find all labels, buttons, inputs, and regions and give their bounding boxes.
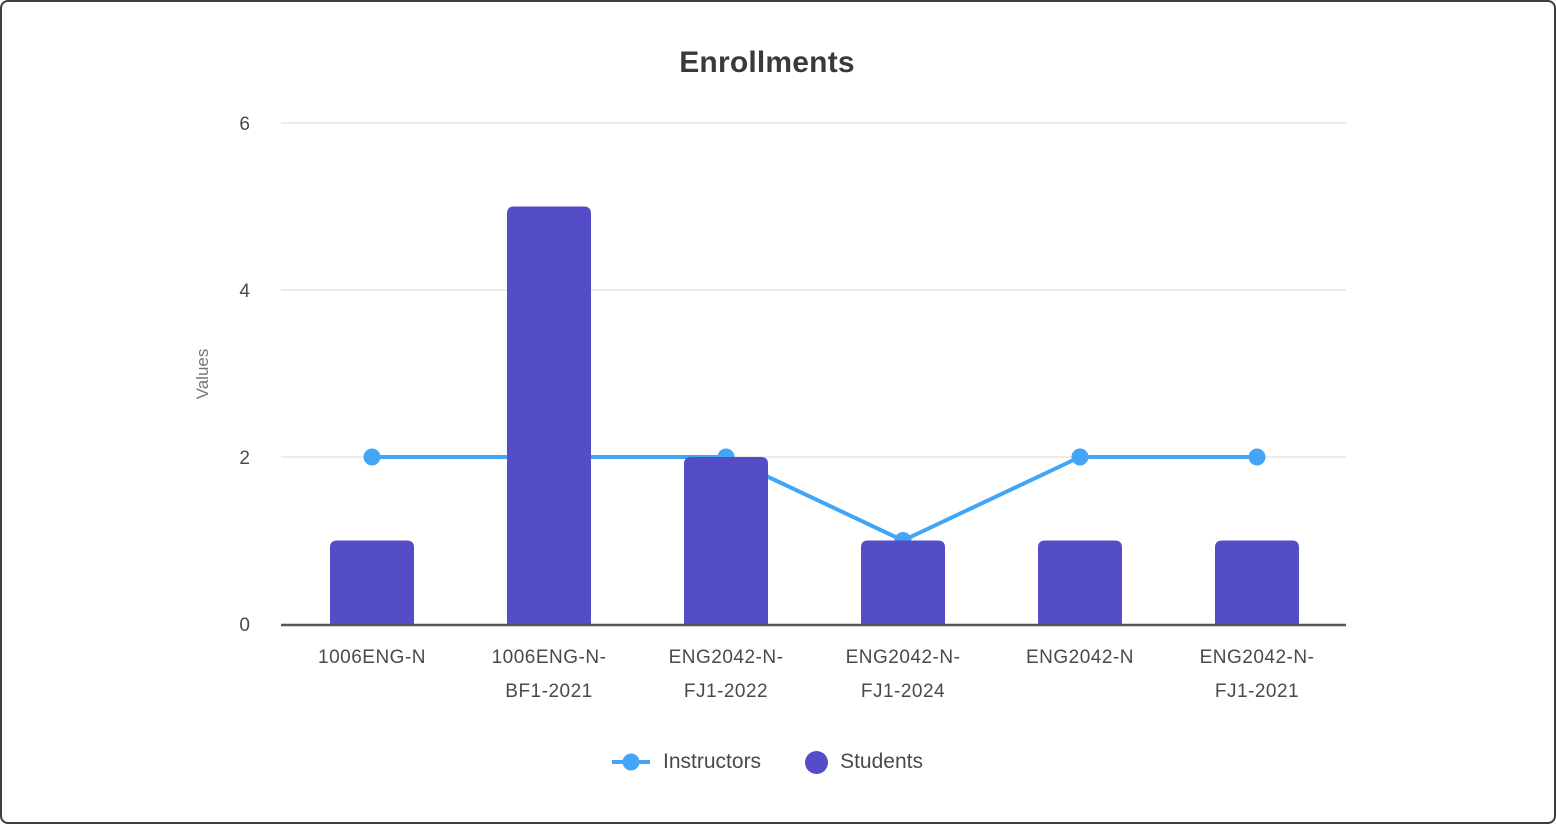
line-series-icon (612, 753, 651, 771)
legend-label-instructors: Instructors (663, 750, 762, 773)
students-bar[interactable] (1215, 540, 1299, 625)
y-axis-title: Values (193, 349, 212, 400)
students-bar[interactable] (507, 206, 591, 625)
y-tick-label: 6 (239, 114, 250, 135)
legend-item-students[interactable]: Students (805, 750, 923, 774)
legend-label-students: Students (840, 750, 923, 773)
chart-title: Enrollments (679, 46, 855, 79)
legend-item-instructors[interactable]: Instructors (611, 750, 761, 774)
students-bar[interactable] (684, 457, 768, 624)
students-bar[interactable] (1038, 540, 1122, 625)
x-category-label: 1006ENG-N-BF1-2021 (492, 647, 607, 702)
students-bar[interactable] (330, 540, 414, 625)
instructors-point[interactable] (1071, 448, 1089, 466)
x-category-label: ENG2042-N-FJ1-2022 (669, 647, 784, 702)
instructors-point[interactable] (1248, 448, 1266, 466)
instructors-point[interactable] (363, 448, 381, 466)
chart-legend: Instructors Students (2, 750, 1532, 774)
x-category-label: ENG2042-N (1026, 647, 1134, 668)
enrollments-chart: 0 2 4 6 Values 1006ENG-N 1006ENG-N-BF1-2021 ENG… (193, 114, 1346, 702)
y-tick-label: 4 (239, 281, 250, 302)
y-tick-label: 2 (239, 448, 250, 469)
x-category-label: ENG2042-N-FJ1-2024 (846, 647, 961, 702)
x-category-label: ENG2042-N-FJ1-2021 (1200, 647, 1315, 702)
bar-series-icon (805, 750, 829, 774)
instructors-line (370, 455, 1259, 543)
students-bar[interactable] (861, 540, 945, 625)
y-tick-label: 0 (239, 615, 250, 636)
x-category-label: 1006ENG-N (318, 647, 426, 668)
